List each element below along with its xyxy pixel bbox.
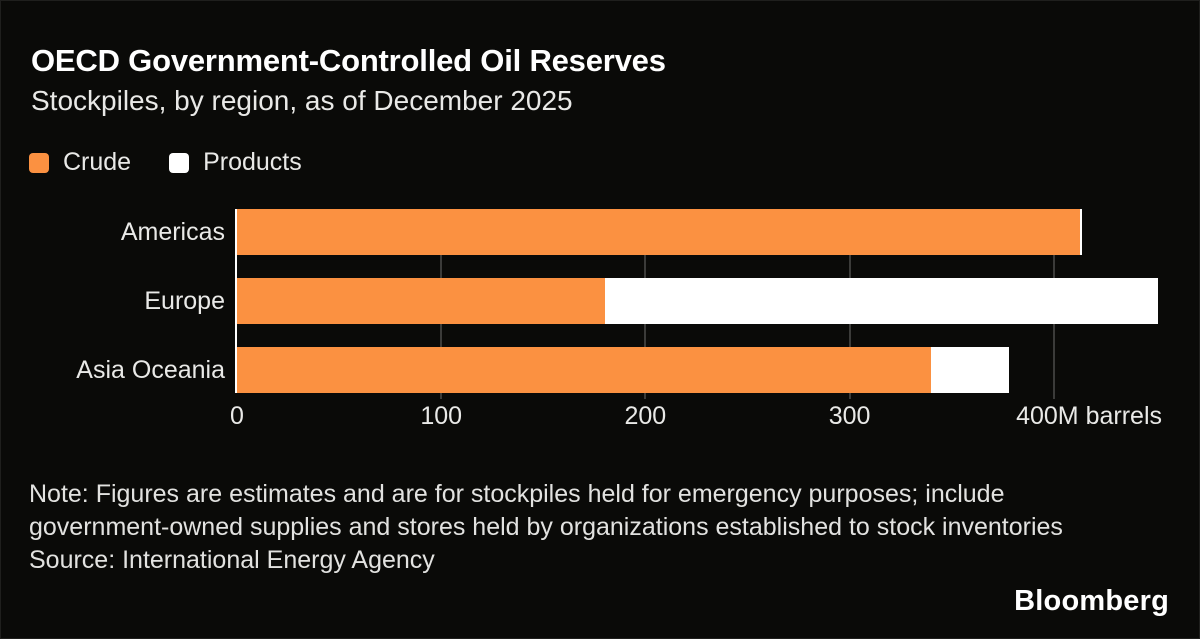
legend-label-crude: Crude (63, 148, 132, 176)
crude-swatch-icon (29, 152, 49, 173)
products-swatch-icon (169, 152, 190, 173)
legend-label-products: Products (203, 148, 302, 176)
bar-segment-europe-products (604, 278, 1158, 324)
footnote: Note: Figures are estimates and are for … (29, 478, 1063, 577)
bar-segment-asia-oceania-crude (237, 347, 932, 393)
category-label-asia-oceania: Asia Oceania (76, 356, 225, 384)
bar-segment-americas-crude (237, 209, 1081, 255)
chart-subtitle: Stockpiles, by region, as of December 20… (31, 85, 573, 116)
legend-item-crude: Crude (29, 148, 131, 177)
note-line-2: government-owned supplies and stores hel… (29, 513, 1063, 541)
axis-tick-label-400: 400M barrels (1016, 402, 1162, 430)
zero-baseline (235, 209, 237, 393)
legend-item-products: Products (169, 148, 302, 177)
source-line: Source: International Energy Agency (29, 546, 435, 574)
category-label-americas: Americas (120, 218, 225, 246)
axis-tick-label-0: 0 (230, 402, 244, 430)
bloomberg-logo: Bloomberg (1014, 585, 1169, 617)
bar-segment-americas-products (1080, 209, 1083, 255)
axis-tick-label-300: 300 (828, 402, 871, 430)
legend: Crude Products (29, 148, 302, 177)
axis-tick-label-100: 100 (420, 402, 463, 430)
bar-segment-europe-crude (237, 278, 605, 324)
axis-tick-label-200: 200 (624, 402, 667, 430)
chart-title: OECD Government-Controlled Oil Reserves (31, 43, 666, 78)
bar-segment-asia-oceania-products (931, 347, 1009, 393)
category-label-europe: Europe (144, 287, 225, 315)
note-line-1: Note: Figures are estimates and are for … (29, 480, 1005, 508)
